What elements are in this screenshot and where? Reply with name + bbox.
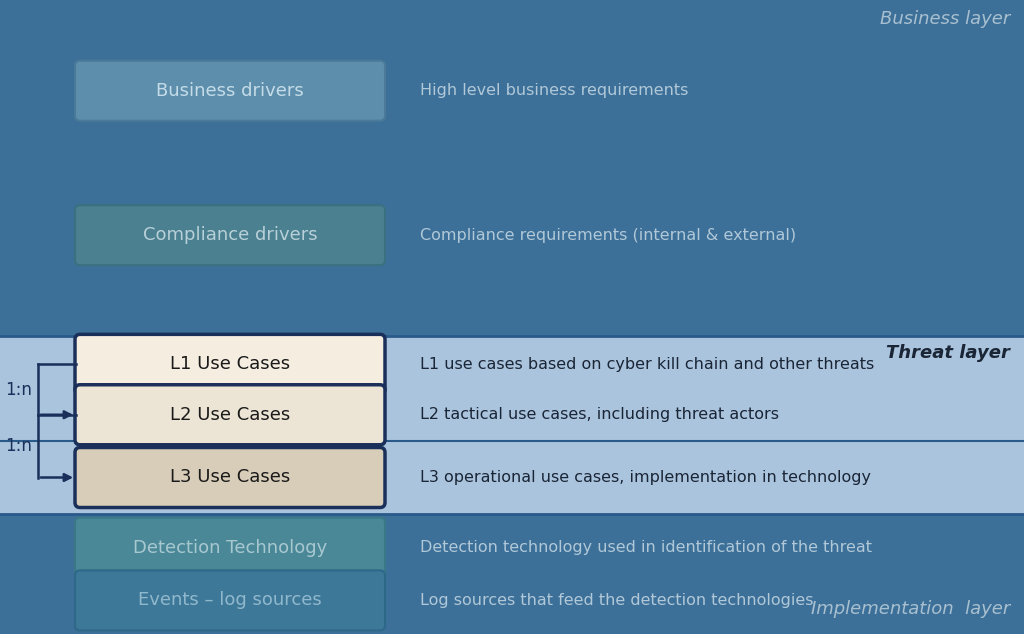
Bar: [0, 0, 1024, 336]
Text: 1:n: 1:n: [5, 380, 32, 399]
Text: L2 tactical use cases, including threat actors: L2 tactical use cases, including threat …: [420, 407, 779, 422]
Text: Compliance drivers: Compliance drivers: [142, 226, 317, 244]
FancyBboxPatch shape: [75, 334, 385, 394]
Text: High level business requirements: High level business requirements: [420, 83, 688, 98]
Text: L1 Use Cases: L1 Use Cases: [170, 355, 290, 373]
Text: Log sources that feed the detection technologies: Log sources that feed the detection tech…: [420, 593, 813, 608]
Text: L3 Use Cases: L3 Use Cases: [170, 469, 290, 486]
Text: Detection technology used in identification of the threat: Detection technology used in identificat…: [420, 540, 872, 555]
Text: Detection Technology: Detection Technology: [133, 539, 327, 557]
Bar: [0, 336, 1024, 514]
Text: Threat layer: Threat layer: [886, 344, 1010, 362]
Text: 1:n: 1:n: [5, 437, 32, 455]
Text: L2 Use Cases: L2 Use Cases: [170, 406, 290, 424]
Text: Business drivers: Business drivers: [156, 82, 304, 100]
FancyBboxPatch shape: [75, 571, 385, 630]
FancyBboxPatch shape: [75, 385, 385, 444]
Text: Implementation  layer: Implementation layer: [811, 600, 1010, 618]
Bar: [0, 514, 1024, 634]
FancyBboxPatch shape: [75, 61, 385, 120]
FancyBboxPatch shape: [75, 205, 385, 265]
Text: L3 operational use cases, implementation in technology: L3 operational use cases, implementation…: [420, 470, 871, 485]
Text: Compliance requirements (internal & external): Compliance requirements (internal & exte…: [420, 228, 796, 243]
Text: Business layer: Business layer: [880, 10, 1010, 28]
FancyBboxPatch shape: [75, 448, 385, 507]
FancyBboxPatch shape: [75, 517, 385, 578]
Text: Events – log sources: Events – log sources: [138, 592, 322, 609]
Text: L1 use cases based on cyber kill chain and other threats: L1 use cases based on cyber kill chain a…: [420, 357, 874, 372]
